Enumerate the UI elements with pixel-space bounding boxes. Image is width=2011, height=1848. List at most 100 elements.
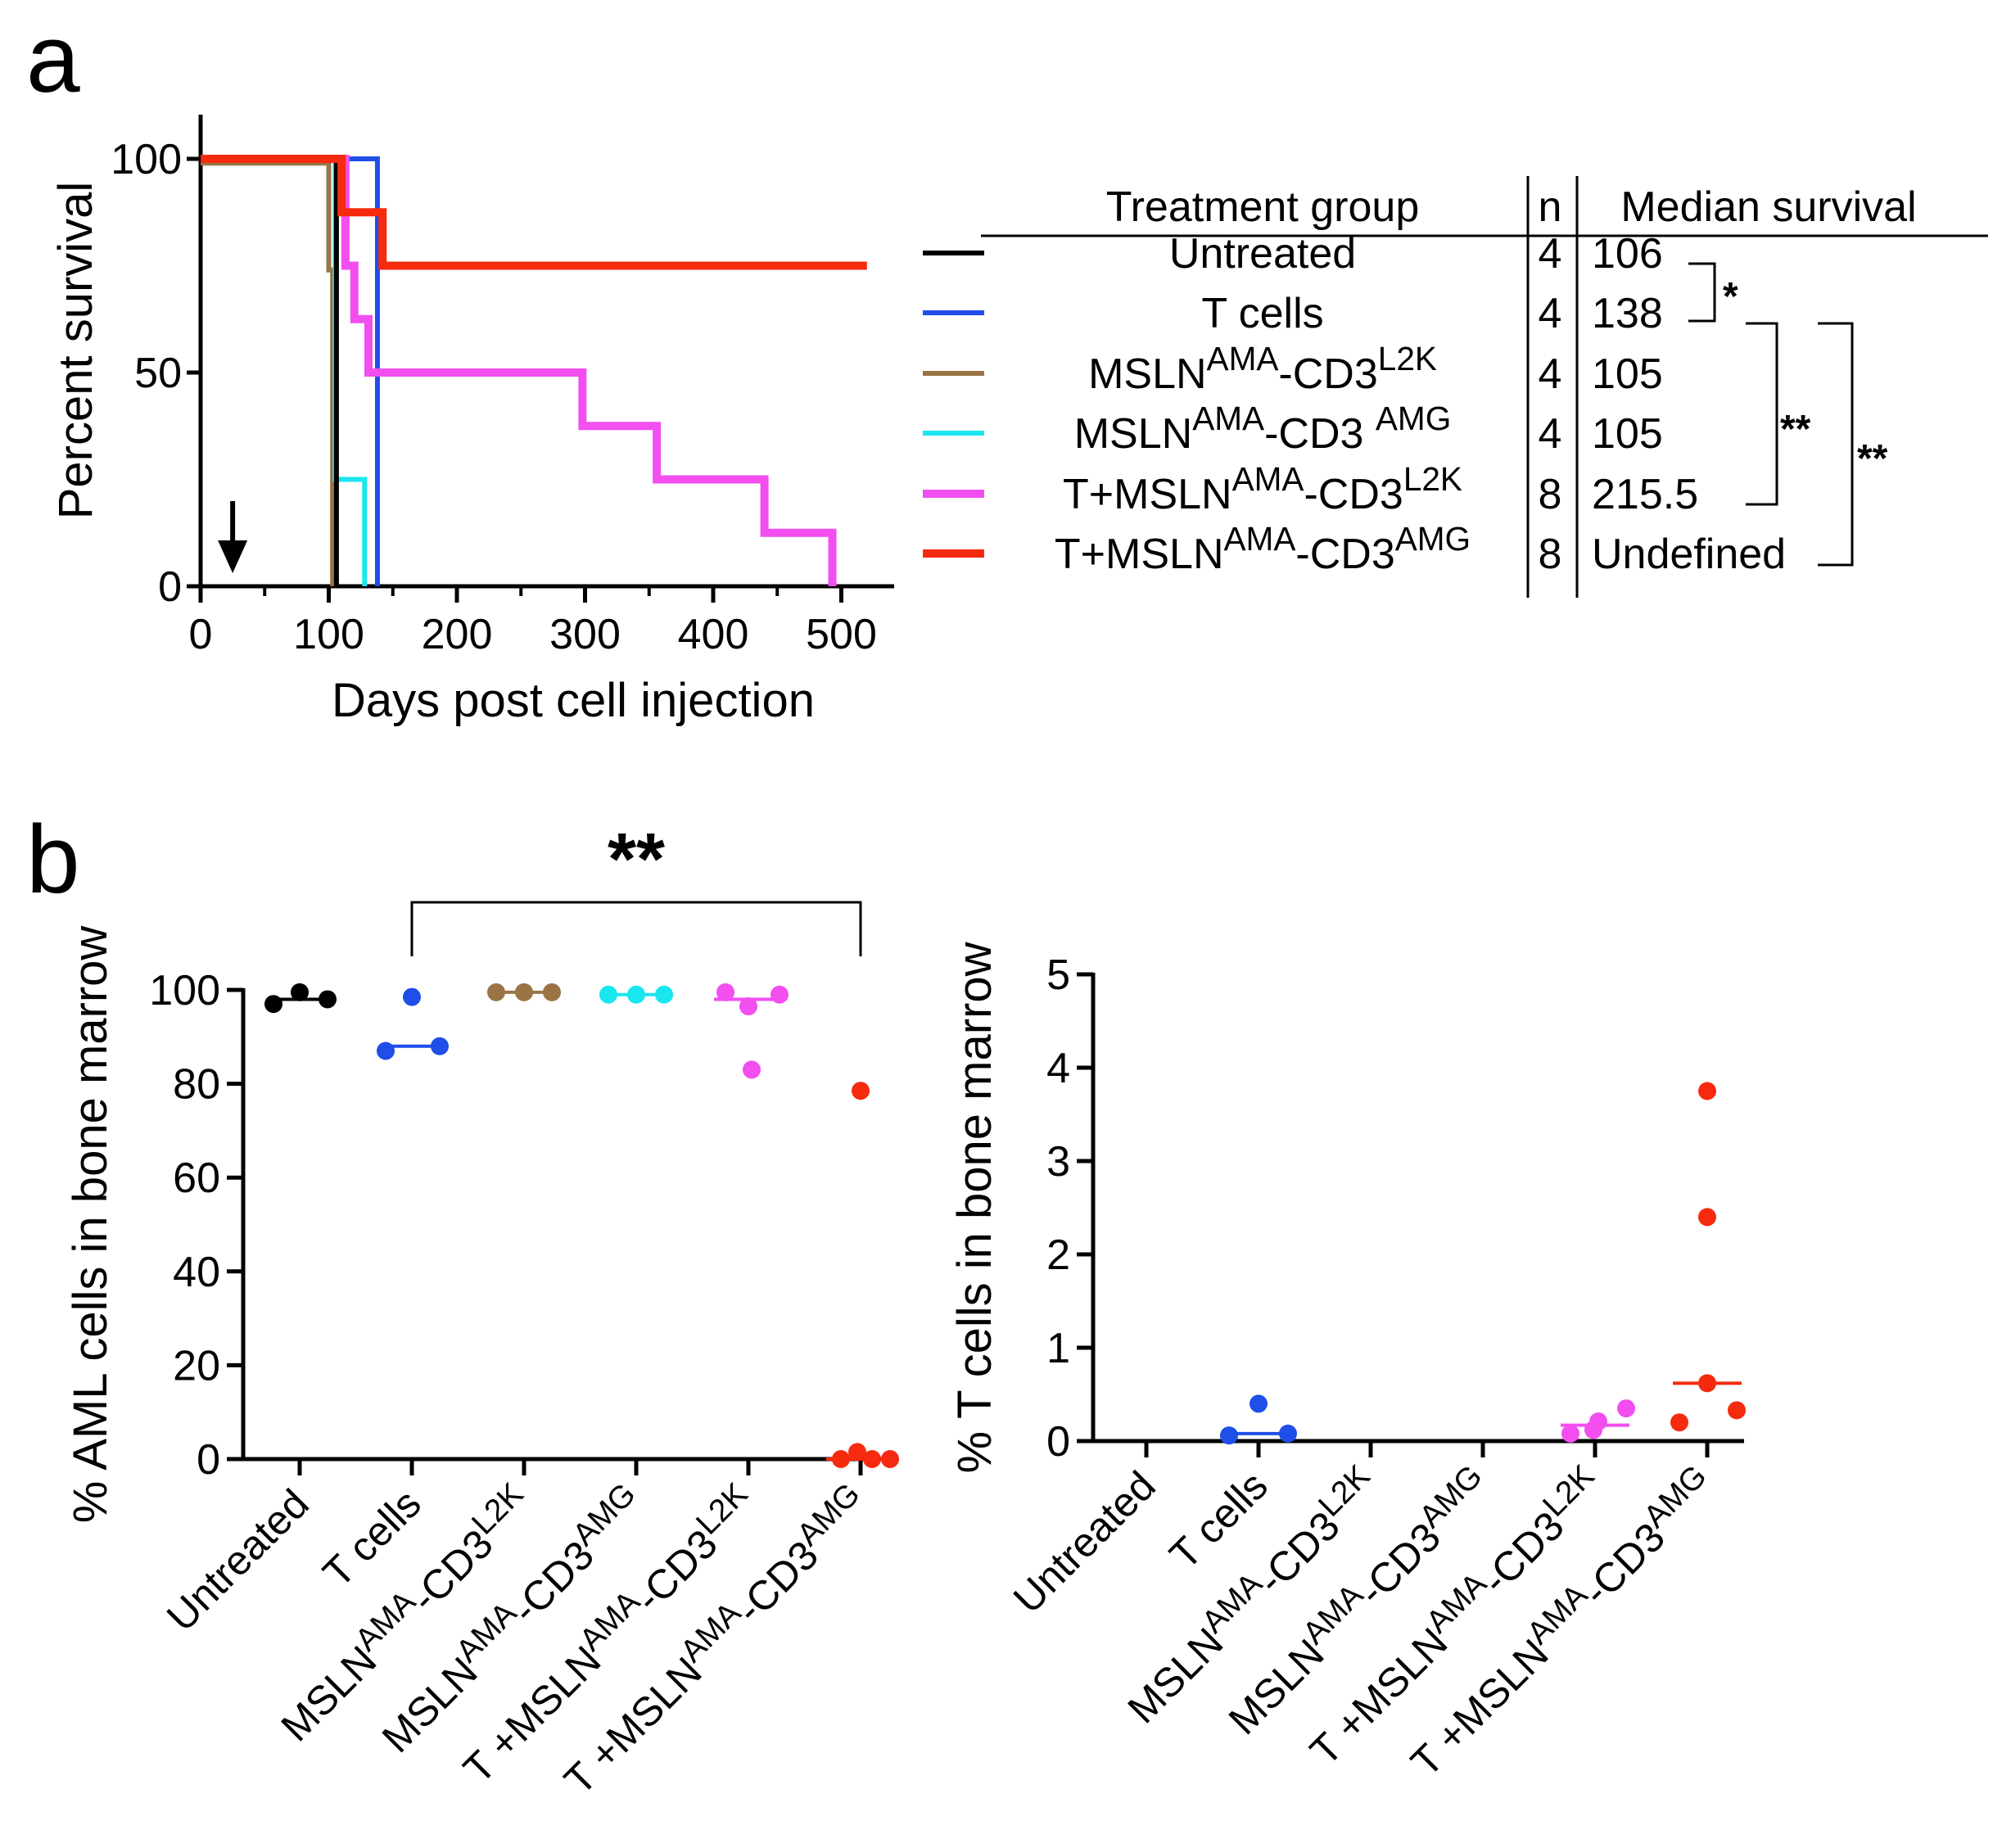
data-point — [264, 995, 282, 1014]
survival-curve-t-cells — [201, 156, 380, 586]
survival-chart: 0 50 100 0 100 200 300 400 500 Percent survival Da… — [49, 115, 894, 727]
sig-bracket-tcells-tamg — [410, 901, 862, 956]
data-point — [291, 983, 309, 1001]
data-point — [431, 1037, 449, 1055]
data-point — [1698, 1208, 1716, 1227]
label-sup1: AMA — [1207, 340, 1279, 377]
legend-header-group: Treatment group — [1106, 183, 1419, 231]
label-prefix: Untreated — [1169, 230, 1356, 278]
legend-row-group-label: T+MSLNAMA-CD3AMG — [1055, 520, 1471, 578]
legend-row-median: 105 — [1592, 410, 1663, 458]
y-tick-label: 1 — [1046, 1325, 1070, 1372]
sig-label: ** — [608, 819, 665, 901]
label-prefix: MSLN — [273, 1638, 386, 1751]
x-category-label: Untreated — [1005, 1462, 1164, 1622]
y-tick-label: 50 — [134, 350, 182, 397]
data-point — [1250, 1394, 1268, 1413]
label-sup1: AMA — [1192, 400, 1264, 437]
data-point — [377, 1041, 395, 1060]
data-point — [655, 985, 673, 1004]
legend-header-median: Median survival — [1620, 183, 1916, 231]
survival-curve-l2k — [201, 160, 336, 586]
data-point — [1279, 1424, 1297, 1443]
survival-curve-amg — [201, 156, 368, 586]
legend-row-group-label: Untreated — [1169, 230, 1356, 278]
data-point — [1220, 1426, 1238, 1445]
label-prefix: MSLN — [1088, 350, 1206, 398]
data-point — [1698, 1082, 1716, 1100]
data-point — [848, 1443, 866, 1462]
legend-row-median: 105 — [1592, 350, 1663, 398]
x-category-label: Untreated — [158, 1480, 318, 1640]
data-point — [771, 985, 789, 1004]
data-point — [852, 1082, 870, 1100]
y-tick-label: 80 — [173, 1061, 220, 1109]
label-prefix: Untreated — [158, 1480, 318, 1640]
label-prefix: Untreated — [1005, 1462, 1164, 1622]
y-axis-title: % AML cells in bone marrow — [64, 925, 117, 1524]
y-tick-label: 20 — [173, 1342, 220, 1389]
legend-row-n: 8 — [1539, 531, 1562, 578]
label-prefix: T+MSLN — [1055, 531, 1224, 578]
x-tick-label: 300 — [549, 611, 621, 658]
label-mid: -CD3 — [1264, 410, 1376, 458]
x-tick-label: 400 — [678, 611, 749, 658]
label-sup1: AMA — [1224, 520, 1296, 558]
legend-row-median: 138 — [1592, 290, 1663, 337]
label-mid: -CD3 — [1278, 350, 1377, 398]
label-prefix: T+MSLN — [1063, 471, 1232, 518]
survival-curve-t-amg — [201, 155, 867, 270]
x-tick-label: 0 — [189, 611, 213, 658]
label-sup1: AMA — [1232, 460, 1304, 498]
label-mid: -CD3 — [1295, 531, 1394, 578]
data-point — [403, 987, 421, 1006]
survival-legend-table: Treatment group n Median survival Untreated… — [923, 176, 1988, 598]
data-point — [716, 983, 734, 1001]
data-point — [515, 983, 533, 1001]
y-tick-label: 4 — [1046, 1045, 1070, 1092]
y-tick-label: 0 — [197, 1436, 220, 1484]
data-point — [1670, 1413, 1688, 1432]
data-point — [543, 983, 561, 1001]
sig-label: ** — [1857, 437, 1888, 481]
data-point — [627, 985, 645, 1004]
legend-row-group-label: MSLNAMA-CD3L2K — [1088, 340, 1437, 398]
data-point — [1728, 1401, 1746, 1420]
survival-curve-t-l2k — [201, 155, 837, 586]
label-prefix: MSLN — [1074, 410, 1192, 458]
y-tick-label: 100 — [149, 967, 220, 1014]
x-tick-label: 200 — [422, 611, 493, 658]
data-point — [1584, 1421, 1602, 1439]
label-mid: -CD3 — [1304, 471, 1403, 518]
y-axis-title: Percent survival — [49, 182, 102, 520]
y-tick-label: 5 — [1046, 951, 1070, 999]
legend-row-median: 215.5 — [1592, 471, 1698, 518]
legend-row-median: 106 — [1592, 230, 1663, 278]
legend-row-n: 4 — [1539, 350, 1562, 398]
label-prefix: MSLN — [1119, 1620, 1232, 1733]
data-point — [832, 1450, 850, 1468]
data-point — [1698, 1374, 1716, 1393]
data-point — [487, 983, 505, 1001]
legend-row-median: Undefined — [1592, 531, 1786, 578]
data-point — [743, 1060, 761, 1079]
legend-row-n: 4 — [1539, 290, 1562, 337]
y-axis-title: % T cells in bone marrow — [948, 941, 1001, 1473]
sig-bracket-untreated-tcells — [1688, 262, 1716, 323]
data-point — [319, 990, 337, 1009]
data-point — [739, 997, 757, 1016]
data-point — [1617, 1399, 1635, 1418]
data-point — [881, 1450, 899, 1468]
label-sup2: L2K — [1378, 340, 1437, 377]
y-tick-label: 60 — [173, 1154, 220, 1202]
data-point — [863, 1450, 881, 1468]
y-tick-label: 2 — [1046, 1231, 1070, 1279]
treatment-arrow-head — [218, 540, 248, 573]
legend-row-n: 8 — [1539, 471, 1562, 518]
sig-label: ** — [1780, 408, 1811, 451]
legend-row-group-label: MSLNAMA-CD3 AMG — [1074, 400, 1452, 458]
label-sup2: AMG — [1395, 520, 1471, 558]
legend-row-group-label: T+MSLNAMA-CD3L2K — [1063, 460, 1462, 518]
y-tick-label: 0 — [158, 563, 182, 611]
